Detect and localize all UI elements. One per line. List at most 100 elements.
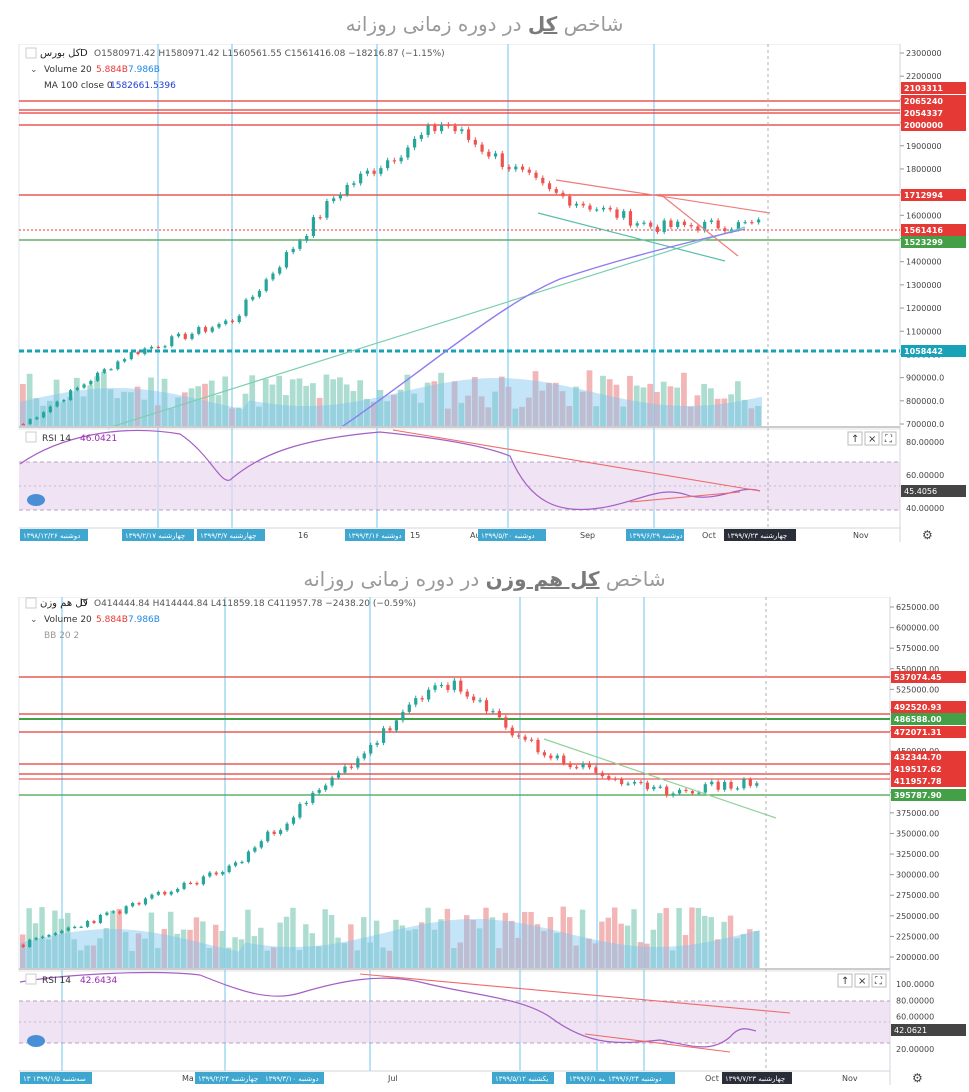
time-axis-label: دوشنبه ۱۳۹۹/۵/۲۰ xyxy=(481,532,535,540)
volume-bar xyxy=(546,382,552,428)
candle-body xyxy=(601,207,606,210)
price-tag xyxy=(901,95,966,107)
candle-body xyxy=(427,689,431,700)
volume-bar xyxy=(141,399,148,428)
candle-body xyxy=(433,125,437,132)
candle-body xyxy=(472,696,476,701)
volume-bar xyxy=(129,950,135,969)
volume-bar xyxy=(650,929,657,969)
volume-bar xyxy=(505,386,512,428)
volume-bar xyxy=(624,925,631,969)
volume-bar xyxy=(343,384,350,428)
candle-body xyxy=(690,791,695,794)
candle-body xyxy=(710,781,714,785)
time-axis-badge xyxy=(20,529,88,541)
time-axis-badge xyxy=(345,529,405,541)
candle-body xyxy=(493,153,498,157)
interval-label: D xyxy=(80,48,88,59)
candle-body xyxy=(723,228,727,232)
volume-bar xyxy=(188,388,195,428)
maximize-button[interactable] xyxy=(881,431,897,446)
candle-body xyxy=(487,151,491,157)
trend-line xyxy=(659,193,739,257)
volume-bar xyxy=(418,922,425,969)
volume-bar xyxy=(534,924,541,969)
candle-body xyxy=(748,779,752,786)
y-axis-label: 900000.0 xyxy=(906,374,944,383)
volume-bar xyxy=(107,389,114,428)
rsi-tag-value: 42.0621 xyxy=(894,1026,927,1035)
volume-bar xyxy=(498,376,505,428)
equal-weight-chart-panel[interactable]: 625000.00 600000.00 575000.00 550000.00 5250… xyxy=(0,597,969,1085)
volume-bar xyxy=(612,907,618,969)
index-chart-panel[interactable]: 2300000220000021000002000000190000018000… xyxy=(0,44,969,542)
rsi-legend: RSI 14 xyxy=(42,976,71,986)
volume-bar xyxy=(20,934,26,969)
price-tag xyxy=(901,119,966,131)
candle-body xyxy=(588,205,592,210)
y-axis-label: 1800000 xyxy=(906,165,942,174)
candle-body xyxy=(459,680,463,692)
rsi-trend-line xyxy=(629,491,741,503)
time-axis-label: Oct xyxy=(705,1074,719,1083)
candle-body xyxy=(253,847,257,852)
time-axis-label: دوشنبه ۱۳۹۹/۶/۲۴ xyxy=(608,1075,662,1083)
candle-body xyxy=(379,168,383,174)
candle-body xyxy=(111,911,115,913)
y-axis-label: 525000.00 xyxy=(896,685,939,694)
candle-body xyxy=(729,781,733,789)
candle-body xyxy=(28,939,32,947)
candle-body xyxy=(413,138,417,148)
rsi-tag-value: 45.4056 xyxy=(904,487,937,496)
volume-ma-area xyxy=(20,919,760,969)
candle-body xyxy=(594,767,598,773)
price-tag-value: 2065240 xyxy=(904,97,943,106)
candle-body xyxy=(330,777,334,786)
volume-bar xyxy=(219,930,225,969)
volume-bar xyxy=(470,920,476,969)
trend-line xyxy=(107,226,746,429)
cloud-icon xyxy=(27,494,45,506)
up-arrow-button[interactable] xyxy=(837,973,853,988)
price-tag xyxy=(901,224,966,236)
volume-bar xyxy=(73,377,80,428)
volume-bar xyxy=(471,376,478,428)
candle-body xyxy=(224,320,228,324)
time-axis-label: Nov xyxy=(842,1074,858,1083)
candle-body xyxy=(682,221,687,226)
candle-body xyxy=(649,222,653,227)
volume-bar xyxy=(593,406,600,428)
maximize-button[interactable] xyxy=(871,973,887,988)
time-axis-badge xyxy=(122,529,194,541)
time-axis-label: 15 xyxy=(410,531,420,540)
close-button[interactable] xyxy=(854,973,870,988)
candle-body xyxy=(143,898,148,905)
volume-bar xyxy=(80,396,87,428)
close-button[interactable] xyxy=(864,431,880,446)
volume-bar xyxy=(134,386,141,428)
volume-bar xyxy=(258,927,264,969)
rsi-value: 42.6434 xyxy=(80,976,117,986)
rsi-line xyxy=(19,429,761,511)
rsi-tag xyxy=(901,485,966,497)
candle-body xyxy=(291,248,295,253)
volume-bar xyxy=(687,406,694,428)
up-arrow-icon: ↑ xyxy=(841,976,849,987)
volume-bar xyxy=(485,407,492,428)
rsi-trend-line xyxy=(359,973,791,1014)
volume-bar xyxy=(444,908,451,969)
time-axis-badge xyxy=(722,1072,792,1084)
volume-value: 5.884B xyxy=(96,615,128,625)
time-axis-badge xyxy=(197,529,265,541)
time-axis-label: دوشنبه ۱۳۹۸/۱۲/۲۶ xyxy=(23,532,80,540)
candle-body xyxy=(420,698,424,700)
volume-bar xyxy=(478,396,485,428)
candle-body xyxy=(188,882,193,885)
time-axis-label: دوشنبه ۱۳۹۹/۶/۲۹ xyxy=(629,532,683,540)
candle-body xyxy=(689,225,693,227)
volume-bar xyxy=(714,398,721,428)
candle-body xyxy=(669,220,673,228)
up-arrow-button[interactable] xyxy=(847,431,863,446)
candle-body xyxy=(237,315,241,323)
candle-body xyxy=(622,211,626,218)
